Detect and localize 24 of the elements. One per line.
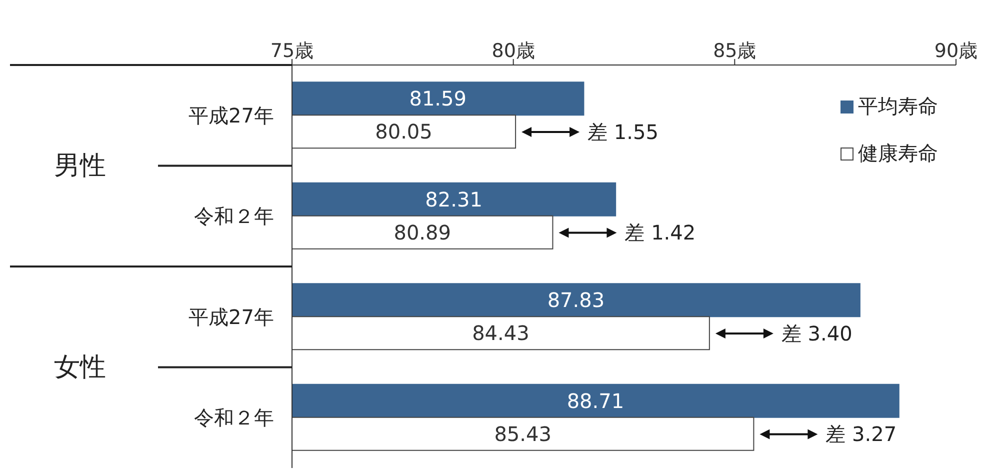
legend-label: 健康寿命: [858, 140, 938, 167]
x-tick-label: 80歳: [492, 40, 535, 62]
annotation: 差 3.27: [826, 422, 897, 446]
data-label: 81.59: [409, 86, 466, 111]
y-tick-label: 令和２年: [194, 204, 274, 228]
x-tick-label: 85歳: [713, 40, 756, 62]
data-label: 84.43: [472, 321, 530, 346]
data-label: 88.71: [566, 388, 624, 413]
data-label: 87.83: [547, 288, 605, 312]
y-tick-label: 平成27年: [188, 304, 274, 329]
y-tick-label: 令和２年: [194, 406, 274, 430]
x-tick-label: 75歳: [270, 40, 314, 62]
data-label: 80.89: [394, 220, 451, 244]
text: 女性: [54, 352, 106, 382]
data-label: 85.43: [494, 422, 552, 446]
data-label: 82.31: [425, 187, 482, 212]
annotation: 差 1.42: [624, 220, 696, 245]
y-tick-label: 平成27年: [188, 103, 274, 128]
annotation: 差 3.40: [781, 322, 852, 346]
legend-label: 平均寿命: [858, 93, 938, 120]
data-label: 80.05: [375, 120, 432, 144]
x-tick-label: 90歳: [934, 40, 978, 62]
text: 男性: [54, 150, 106, 181]
annotation: 差 1.55: [588, 120, 658, 144]
